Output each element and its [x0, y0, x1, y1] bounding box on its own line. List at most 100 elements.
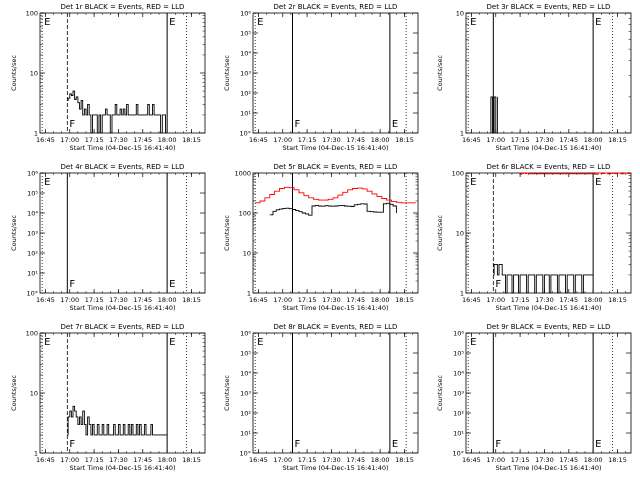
x-tick-label: 18:00 [158, 296, 177, 304]
x-tick-label: 18:15 [608, 456, 627, 464]
x-tick-label: 18:15 [182, 456, 201, 464]
x-tick-label: 18:00 [158, 456, 177, 464]
x-tick-label: 17:45 [346, 136, 365, 144]
detector-panel: Det 2r BLACK = Events, RED = LLD 10° 10¹ 10… [223, 3, 419, 152]
detector-panel: Det 1r BLACK = Events, RED = LLD 1 10 100 16… [10, 3, 206, 152]
x-tick-label: 18:00 [584, 456, 603, 464]
x-tick-label: 17:15 [298, 296, 317, 304]
x-axis-label: Start Time (04-Dec-15 16:41:40) [495, 304, 601, 312]
x-axis-label: Start Time (04-Dec-15 16:41:40) [282, 144, 388, 152]
x-tick-label: 17:45 [559, 456, 578, 464]
panel-title: Det 4r BLACK = Events, RED = LLD [61, 163, 185, 171]
y-tick-label: 10 [243, 250, 251, 258]
y-axis-label: Counts/sec [10, 215, 18, 251]
events-series-line [67, 405, 168, 436]
y-axis-label: Counts/sec [436, 55, 444, 91]
x-tick-label: 17:00 [60, 456, 79, 464]
y-tick-label: 10² [240, 90, 251, 98]
x-tick-label: 18:15 [395, 296, 414, 304]
x-tick-label: 18:15 [608, 296, 627, 304]
event-marker-label: E [169, 279, 175, 290]
x-tick-label: 17:45 [133, 296, 152, 304]
x-tick-label: 17:00 [486, 296, 505, 304]
y-tick-label: 10⁵ [453, 350, 464, 358]
panel-title: Det 7r BLACK = Events, RED = LLD [61, 323, 185, 331]
x-axis-label: Start Time (04-Dec-15 16:41:40) [69, 304, 175, 312]
panel-title: Det 3r BLACK = Events, RED = LLD [487, 3, 611, 11]
y-tick-label: 10¹ [27, 270, 38, 278]
y-tick-label: 10¹ [240, 110, 251, 118]
y-tick-label: 10⁴ [240, 50, 251, 58]
x-tick-label: 16:45 [36, 456, 55, 464]
detector-panel: Det 8r BLACK = Events, RED = LLD 10° 10¹ 10… [223, 323, 419, 472]
x-tick-label: 18:15 [395, 456, 414, 464]
x-axis-label: Start Time (04-Dec-15 16:41:40) [282, 304, 388, 312]
x-tick-label: 16:45 [462, 136, 481, 144]
event-marker-label: E [470, 17, 476, 28]
x-tick-label: 17:15 [298, 136, 317, 144]
plot-frame [252, 12, 419, 134]
y-axis-label: Counts/sec [436, 215, 444, 251]
lld-series-line [520, 172, 631, 175]
y-tick-label: 10° [452, 450, 464, 458]
x-tick-label: 17:30 [535, 136, 554, 144]
y-tick-label: 10⁴ [27, 210, 38, 218]
x-tick-label: 18:15 [395, 136, 414, 144]
y-tick-label: 10⁶ [240, 10, 251, 18]
y-axis-label: Counts/sec [223, 375, 231, 411]
y-tick-label: 10 [456, 230, 464, 238]
x-tick-label: 17:15 [85, 296, 104, 304]
x-tick-label: 18:00 [371, 296, 390, 304]
event-marker-label: E [595, 177, 601, 188]
x-tick-label: 16:45 [36, 296, 55, 304]
x-tick-label: 16:45 [249, 136, 268, 144]
y-tick-label: 10 [30, 70, 38, 78]
event-marker-label: E [392, 119, 398, 130]
event-marker-label: F [294, 119, 300, 130]
detector-panel: Det 4r BLACK = Events, RED = LLD 10° 10¹ 10… [10, 163, 206, 312]
panel-title: Det 8r BLACK = Events, RED = LLD [274, 323, 398, 331]
y-tick-label: 100 [239, 210, 251, 218]
y-tick-label: 100 [452, 170, 464, 178]
x-tick-label: 17:30 [109, 456, 128, 464]
y-axis-label: Counts/sec [10, 55, 18, 91]
y-tick-label: 10 [456, 10, 464, 18]
x-tick-label: 17:15 [511, 296, 530, 304]
x-tick-label: 16:45 [36, 136, 55, 144]
y-tick-label: 10⁴ [240, 370, 251, 378]
y-tick-label: 10¹ [240, 430, 251, 438]
x-tick-label: 17:45 [346, 456, 365, 464]
x-tick-label: 17:30 [109, 296, 128, 304]
x-tick-label: 18:00 [584, 136, 603, 144]
event-marker-label: F [294, 439, 300, 450]
detector-panel: Det 3r BLACK = Events, RED = LLD 1 10 16:45… [436, 3, 632, 152]
y-tick-label: 10⁴ [453, 370, 464, 378]
plot-frame [39, 172, 206, 294]
y-tick-label: 1 [34, 130, 38, 138]
event-marker-label: E [470, 337, 476, 348]
detector-panel: Det 6r BLACK = Events, RED = LLD 1 10 100 16… [436, 163, 632, 312]
x-tick-label: 18:15 [182, 296, 201, 304]
event-marker-label: E [257, 337, 263, 348]
event-marker-label: E [44, 337, 50, 348]
y-tick-label: 10° [26, 290, 38, 298]
event-marker-label: F [69, 279, 75, 290]
y-tick-label: 100 [26, 10, 38, 18]
x-tick-label: 18:00 [371, 456, 390, 464]
x-tick-label: 17:00 [273, 136, 292, 144]
x-tick-label: 17:45 [559, 136, 578, 144]
event-marker-label: F [495, 439, 501, 450]
y-tick-label: 10² [453, 410, 464, 418]
x-tick-label: 17:45 [133, 456, 152, 464]
x-tick-label: 17:15 [85, 456, 104, 464]
x-tick-label: 18:15 [608, 136, 627, 144]
x-tick-label: 17:45 [133, 136, 152, 144]
event-marker-label: F [69, 119, 75, 130]
event-marker-label: E [257, 17, 263, 28]
y-tick-label: 10⁵ [240, 30, 251, 38]
event-marker-label: E [169, 17, 175, 28]
x-tick-label: 17:30 [109, 136, 128, 144]
y-tick-label: 10³ [240, 70, 251, 78]
y-tick-label: 10⁶ [27, 170, 38, 178]
